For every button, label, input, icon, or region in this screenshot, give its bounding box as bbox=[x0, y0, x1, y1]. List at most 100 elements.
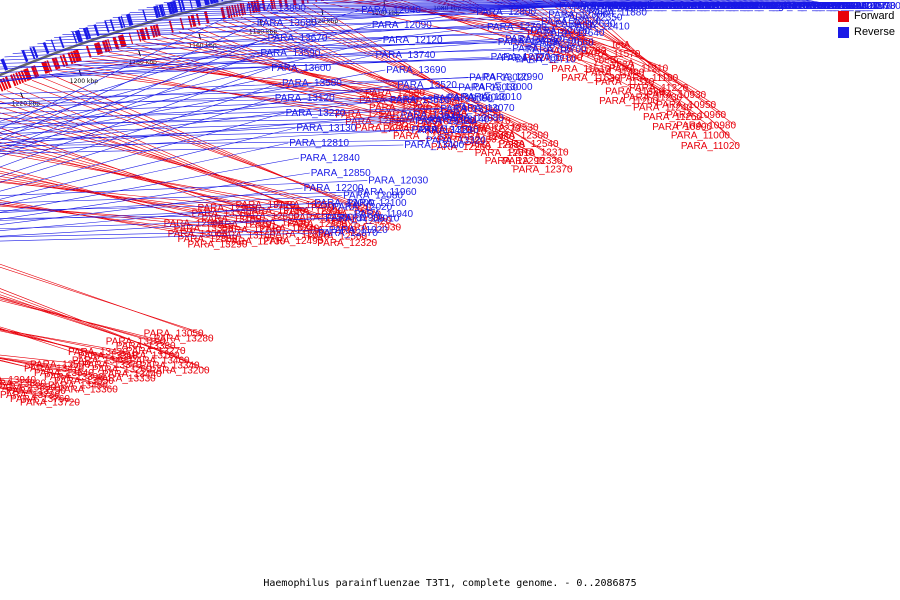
forward-gene-label[interactable]: PARA_13550 bbox=[54, 376, 114, 387]
forward-gene-label[interactable]: PARA_12920 bbox=[311, 203, 371, 214]
forward-gene-label[interactable]: PARA_13150 bbox=[202, 214, 262, 225]
forward-gene-label[interactable]: PARA_13260 bbox=[92, 365, 152, 376]
reverse-gene-label[interactable]: PARA_13410 bbox=[412, 125, 472, 136]
reverse-gene-label[interactable]: PARA_10790 bbox=[836, 1, 896, 12]
forward-gene-label[interactable]: PARA_11530 bbox=[561, 73, 621, 84]
reverse-gene-label[interactable]: PARA_11970 bbox=[645, 1, 705, 12]
forward-gene-label[interactable]: PARA_12370 bbox=[513, 164, 573, 175]
forward-gene-label[interactable]: PARA_12290 bbox=[485, 156, 545, 167]
reverse-gene-label[interactable]: PARA_12000 bbox=[314, 198, 374, 209]
forward-gene-label[interactable]: PARA_13100 bbox=[120, 351, 180, 362]
reverse-gene-label[interactable]: PARA_12040 bbox=[361, 5, 421, 16]
forward-gene-label[interactable]: PARA_13720 bbox=[20, 398, 80, 409]
reverse-gene-label[interactable]: pilL bbox=[642, 1, 658, 12]
forward-gene-label[interactable]: PARA_11800 bbox=[523, 53, 583, 64]
forward-gene-label[interactable]: PARA_11210 bbox=[609, 64, 669, 75]
reverse-gene-label[interactable]: PARA_11590 bbox=[656, 1, 716, 12]
reverse-gene-label[interactable]: PARA_11930 bbox=[649, 1, 709, 12]
reverse-gene-label[interactable]: PARA_11730 bbox=[617, 1, 677, 12]
forward-gene-label[interactable]: PARA_12340 bbox=[345, 116, 405, 127]
reverse-gene-label[interactable]: PARA_12710 bbox=[516, 54, 576, 65]
reverse-gene-label[interactable]: PARA_11500 bbox=[685, 1, 745, 12]
forward-gene-label[interactable]: PARA_12510 bbox=[475, 148, 535, 159]
forward-gene-label[interactable]: PARA_12310 bbox=[509, 147, 569, 158]
forward-gene-label[interactable]: PARA_11380 bbox=[605, 87, 665, 98]
forward-gene-label[interactable]: PARA_13850 bbox=[0, 382, 56, 393]
forward-gene-label[interactable]: PARA_13540 bbox=[34, 368, 94, 379]
forward-gene-label[interactable]: PARA_12280 bbox=[465, 140, 525, 151]
reverse-gene-label[interactable]: PARA_11890 bbox=[671, 1, 731, 12]
reverse-gene-label[interactable]: PARA_13590 bbox=[260, 48, 320, 59]
reverse-gene-label[interactable]: PARA_12800 bbox=[476, 7, 536, 18]
reverse-gene-label[interactable]: PARA_10780 bbox=[841, 1, 900, 12]
reverse-gene-label[interactable]: PARA_11460 bbox=[717, 1, 777, 12]
reverse-gene-label[interactable]: PARA_12690 bbox=[519, 35, 579, 46]
reverse-gene-label[interactable]: PARA_12840 bbox=[300, 153, 360, 164]
reverse-gene-label[interactable]: PARA_11140 bbox=[814, 1, 873, 12]
forward-gene-label[interactable]: PARA_10960 bbox=[666, 110, 726, 121]
forward-gene-label[interactable]: PARA_12960 bbox=[164, 219, 224, 230]
forward-gene-label[interactable]: PARA_13290 bbox=[188, 240, 248, 251]
reverse-gene-label[interactable]: PARA_13130 bbox=[296, 123, 356, 134]
reverse-gene-label[interactable]: PARA_13600 bbox=[271, 63, 331, 74]
forward-gene-label[interactable]: PARA_12870 bbox=[212, 219, 272, 230]
reverse-gene-label[interactable]: PARA_12030 bbox=[368, 176, 428, 187]
reverse-gene-label[interactable]: PARA_12770 bbox=[491, 52, 551, 63]
forward-gene-label[interactable]: PARA_12460 bbox=[437, 134, 497, 145]
forward-gene-label[interactable]: PARA_12450 bbox=[407, 112, 467, 123]
reverse-gene-label[interactable]: PARA_12990 bbox=[483, 72, 543, 83]
reverse-gene-label[interactable]: PARA_11920 bbox=[329, 225, 389, 236]
reverse-gene-label[interactable]: PARA_11710 bbox=[620, 1, 680, 12]
forward-gene-label[interactable]: PARA_13300 bbox=[192, 208, 252, 219]
forward-gene-label[interactable]: PARA_13270 bbox=[126, 346, 186, 357]
forward-gene-label[interactable]: PARA_11400 bbox=[585, 68, 645, 79]
reverse-gene-label[interactable]: PARA_12410 bbox=[570, 22, 630, 33]
forward-gene-label[interactable]: PARA_12970 bbox=[389, 117, 449, 128]
forward-gene-label[interactable]: PARA_12730 bbox=[225, 236, 285, 247]
reverse-gene-label[interactable]: PARA_11560 bbox=[660, 1, 720, 12]
reverse-gene-label[interactable]: PARA_13080 bbox=[444, 113, 504, 124]
reverse-gene-label[interactable]: PARA_11690 bbox=[635, 1, 695, 12]
reverse-gene-label[interactable]: PARA_10770 bbox=[832, 1, 892, 12]
forward-gene-label[interactable]: PARA_12320 bbox=[317, 238, 377, 249]
forward-gene-label[interactable]: PARA_11020 bbox=[681, 141, 741, 152]
forward-gene-label[interactable]: PARA_13330 bbox=[96, 374, 156, 385]
forward-gene-label[interactable]: PARA_11240 bbox=[633, 102, 693, 113]
reverse-gene-label[interactable]: PARA_12070 bbox=[318, 228, 378, 239]
forward-gene-label[interactable]: PARA_12650 bbox=[441, 108, 501, 119]
forward-gene-label[interactable]: ybeA bbox=[612, 58, 635, 69]
forward-gene-label[interactable]: PARA_13880 bbox=[0, 379, 46, 390]
forward-gene-label[interactable]: PARA_12930 bbox=[341, 223, 401, 234]
reverse-gene-label[interactable]: PARA_13040 bbox=[448, 93, 508, 104]
reverse-gene-label[interactable]: tetC bbox=[757, 1, 775, 12]
reverse-gene-label[interactable]: PARA_11940 bbox=[354, 209, 414, 220]
forward-gene-label[interactable]: PARA_13250 bbox=[273, 200, 333, 211]
reverse-gene-label[interactable]: PARA_11830 bbox=[703, 1, 763, 12]
reverse-gene-label[interactable]: PARA_12190 bbox=[577, 1, 637, 12]
reverse-gene-label[interactable]: PARA_11360 bbox=[746, 1, 806, 12]
reverse-gene-label[interactable]: PARA_12100 bbox=[347, 198, 407, 209]
forward-gene-label[interactable]: PARA_11000 bbox=[671, 131, 731, 142]
forward-gene-label[interactable]: PARA_12900 bbox=[283, 206, 343, 217]
forward-gene-label[interactable]: PARA_13360 bbox=[58, 385, 118, 396]
reverse-gene-label[interactable]: PARA_12860 bbox=[548, 10, 608, 21]
reverse-gene-label[interactable]: PARA_11410 bbox=[793, 1, 853, 12]
forward-gene-label[interactable]: tetD bbox=[574, 20, 592, 31]
reverse-gene-label[interactable]: PARA_12670 bbox=[541, 17, 601, 28]
reverse-gene-label[interactable]: PARA_13010 bbox=[462, 92, 522, 103]
forward-gene-label[interactable]: PARA_13440 bbox=[102, 369, 162, 380]
reverse-gene-label[interactable]: PARA_11860 bbox=[674, 1, 734, 12]
forward-gene-label[interactable]: PARA_13280 bbox=[154, 333, 214, 344]
reverse-gene-label[interactable]: PARA_12210 bbox=[584, 1, 644, 12]
forward-gene-label[interactable]: PARA_13940 bbox=[0, 375, 36, 386]
reverse-gene-label[interactable]: PARA_11150 bbox=[804, 1, 863, 12]
forward-gene-label[interactable]: PARA_12910 bbox=[297, 225, 357, 236]
forward-gene-label[interactable]: Tn10L bbox=[568, 37, 597, 48]
reverse-gene-label[interactable]: PARA_12750 bbox=[512, 43, 572, 54]
reverse-gene-label[interactable]: PARA_12020 bbox=[332, 202, 392, 213]
forward-gene-label[interactable]: PARA_10930 bbox=[646, 90, 706, 101]
reverse-gene-label[interactable]: PARA_13110 bbox=[440, 104, 500, 115]
forward-gene-label[interactable]: PARA_12880 bbox=[178, 234, 238, 245]
forward-gene-label[interactable]: PARA_11230 bbox=[623, 93, 683, 104]
reverse-gene-label[interactable]: PARA_11850 bbox=[678, 1, 738, 12]
